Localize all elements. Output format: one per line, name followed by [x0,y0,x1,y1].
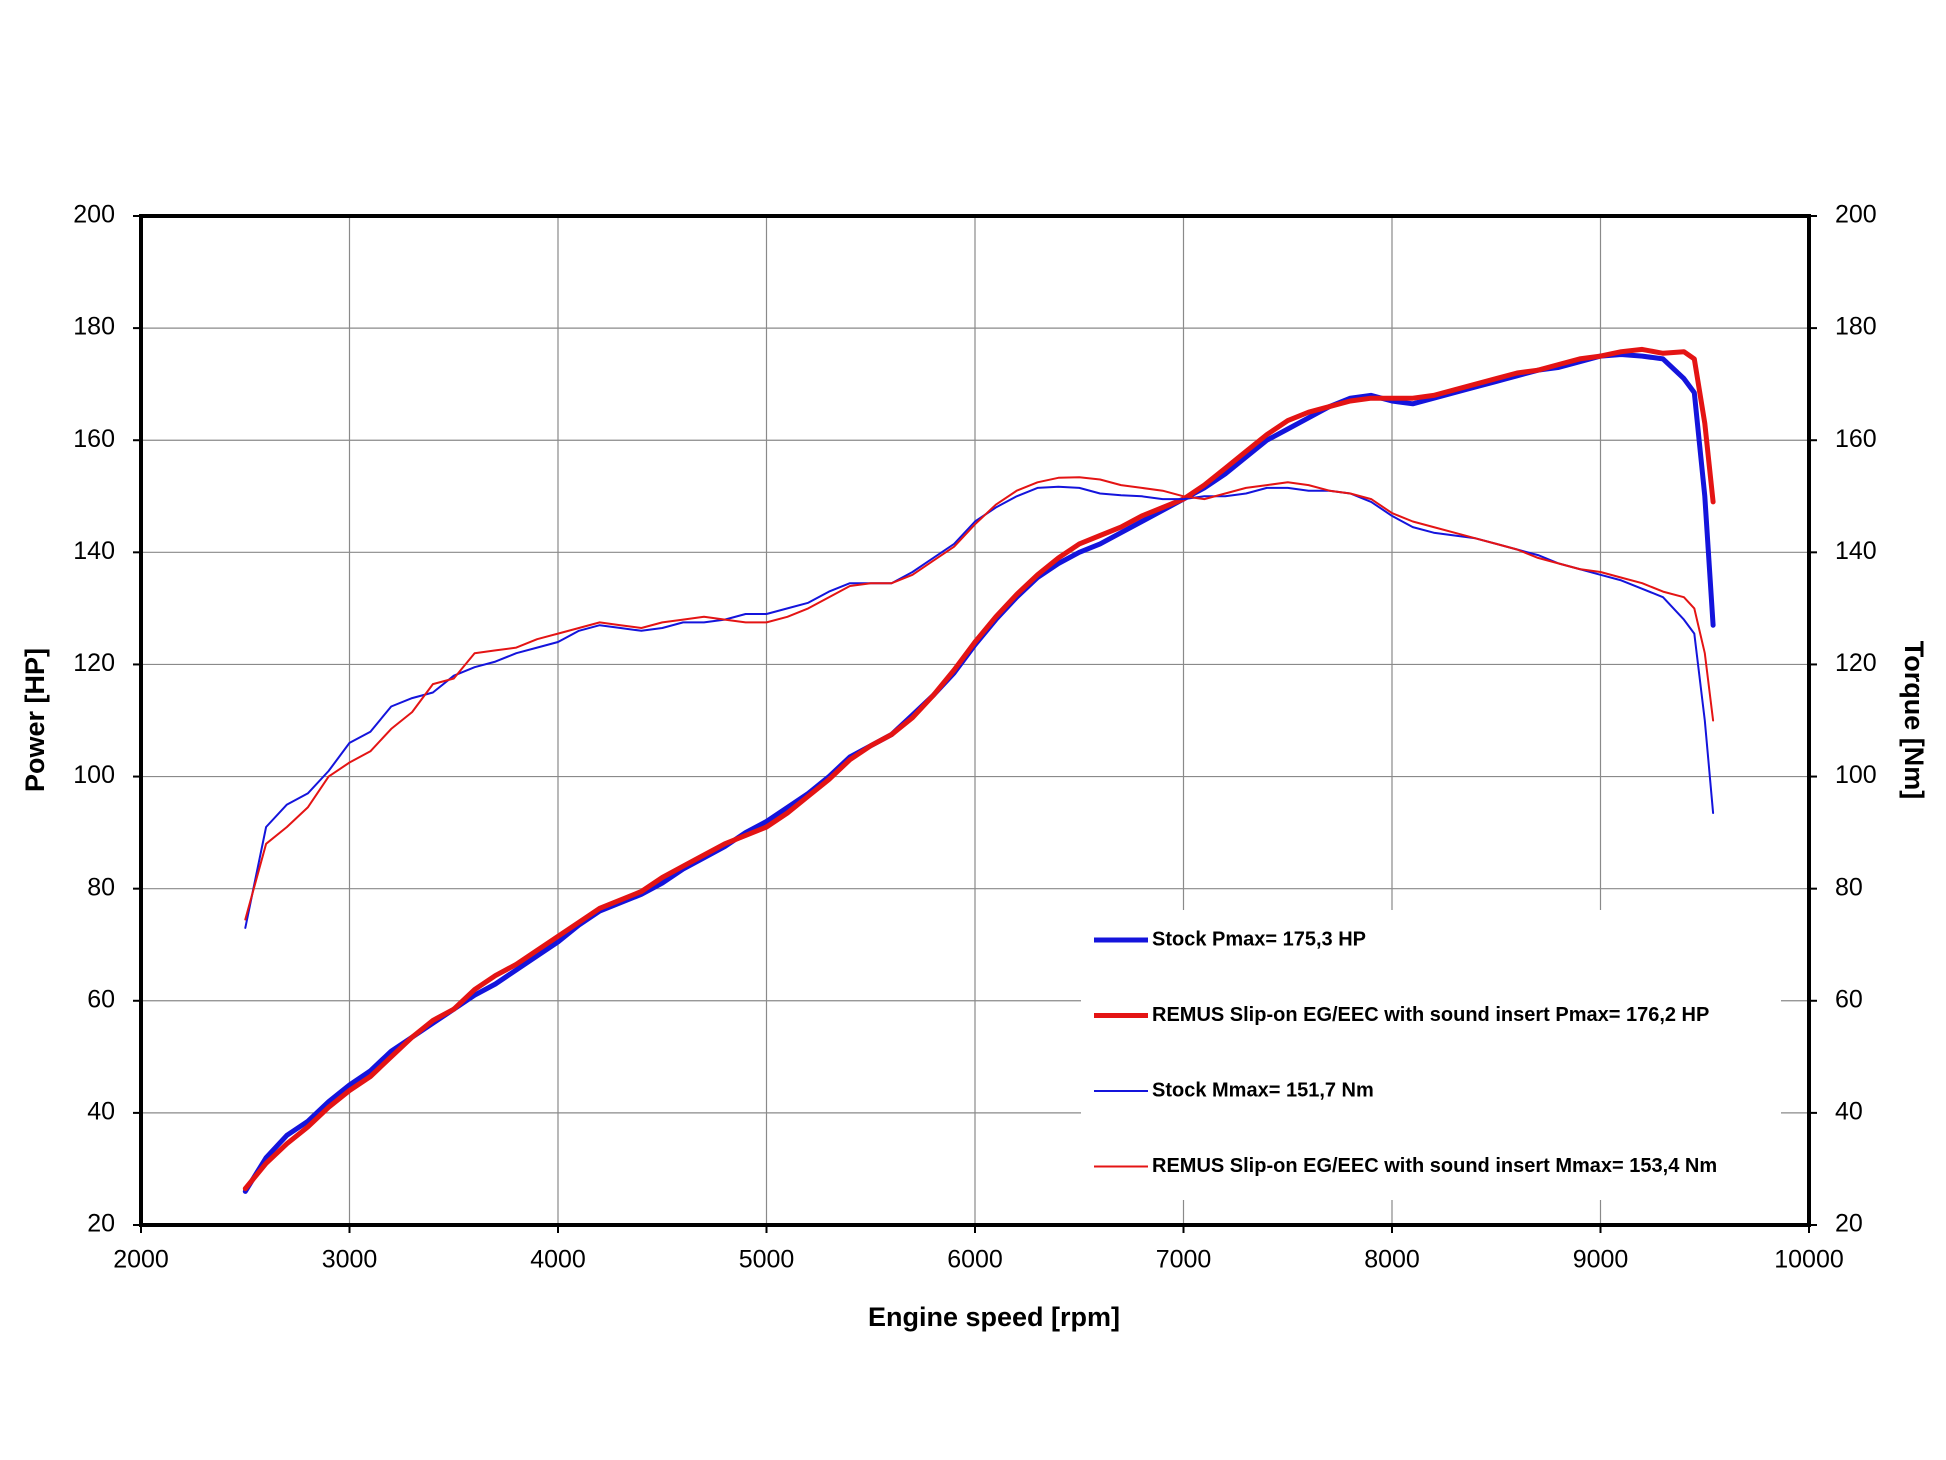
y-tick-label: 140 [73,537,115,565]
plot-lines [242,346,1716,1194]
legend-label: Stock Mmax= 151,7 Nm [1152,1079,1374,1101]
legend-label: REMUS Slip-on EG/EEC with sound insert P… [1152,1004,1709,1026]
x-tick-label: 8000 [1364,1246,1420,1274]
series-line [242,346,1716,1192]
x-tick-label: 6000 [947,1246,1003,1274]
plot-frame [139,214,1811,1227]
y-tick-label: 200 [73,201,115,229]
x-tick-label: 3000 [322,1246,378,1274]
y-axis-label: Power [HP] [20,648,50,792]
x-tick-label: 7000 [1156,1246,1212,1274]
y-tick-label: 40 [87,1097,115,1125]
y2-tick-label: 40 [1835,1097,1863,1125]
y-tick-label: 80 [87,873,115,901]
y2-axis-label: Torque [Nm] [1899,641,1929,799]
legend: Stock Pmax= 175,3 HP REMUS Slip-on EG/EEC… [1094,928,1717,1177]
x-tick-label: 5000 [739,1246,795,1274]
y2-tick-label: 100 [1835,761,1877,789]
y2-tick-label: 200 [1835,201,1877,229]
y2-tick-label: 80 [1835,873,1863,901]
y2-tick-label: 20 [1835,1210,1863,1238]
y-tick-label: 60 [87,985,115,1013]
legend-box [1081,910,1781,1200]
labels: Engine speed [rpm] Power [HP] Torque [Nm… [20,201,1929,1333]
y2-tick-label: 140 [1835,537,1877,565]
x-tick-label: 9000 [1573,1246,1629,1274]
y2-tick-label: 180 [1835,313,1877,341]
y-tick-label: 180 [73,313,115,341]
y2-tick-label: 60 [1835,985,1863,1013]
y-tick-label: 100 [73,761,115,789]
x-axis-label: Engine speed [rpm] [868,1302,1120,1332]
y2-tick-label: 120 [1835,649,1877,677]
series-line [244,476,1715,921]
x-tick-label: 10000 [1774,1246,1844,1274]
x-tick-label: 4000 [530,1246,586,1274]
y-tick-label: 20 [87,1210,115,1238]
y2-tick-label: 160 [1835,425,1877,453]
y-tick-label: 160 [73,425,115,453]
y-tick-label: 120 [73,649,115,677]
legend-label: Stock Pmax= 175,3 HP [1152,928,1366,950]
legend-label: REMUS Slip-on EG/EEC with sound insert M… [1152,1155,1717,1177]
x-tick-label: 2000 [113,1246,169,1274]
